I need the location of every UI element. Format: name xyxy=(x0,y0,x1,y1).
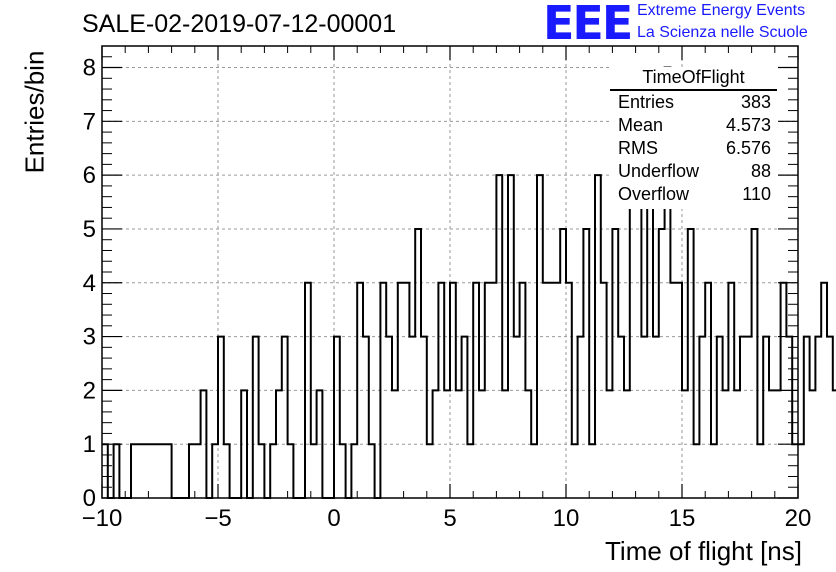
stats-row-entries: Entries 383 xyxy=(618,92,771,115)
y-tick-label: 2 xyxy=(83,377,96,404)
stats-row-rms: RMS 6.576 xyxy=(618,138,771,161)
y-tick-label: 6 xyxy=(83,162,96,189)
tick-labels: −10 −5 0 5 10 15 20 0 1 2 3 4 5 6 7 8 xyxy=(82,55,812,532)
logo-subtitle-line1: Extreme Energy Events xyxy=(637,2,806,19)
stats-row-overflow: Overflow 110 xyxy=(618,184,771,207)
y-tick-label: 8 xyxy=(83,55,96,82)
stats-row-underflow: Underflow 88 xyxy=(618,161,771,184)
x-tick-label: 5 xyxy=(443,505,456,532)
stats-separator xyxy=(610,89,777,91)
stats-key: Mean xyxy=(618,115,664,135)
x-tick-label: 10 xyxy=(553,505,580,532)
x-axis-label: Time of flight [ns] xyxy=(605,536,802,566)
logo-subtitle-line2: La Scienza nelle Scuole xyxy=(637,24,808,41)
eee-logo: EEE xyxy=(543,0,633,50)
x-tick-label: −5 xyxy=(204,505,231,532)
stats-key: Underflow xyxy=(618,161,700,181)
y-tick-label: 5 xyxy=(83,216,96,243)
stats-key: RMS xyxy=(618,138,658,158)
stats-value: 110 xyxy=(742,184,771,204)
y-tick-label: 3 xyxy=(83,324,96,351)
x-tick-label: 20 xyxy=(785,505,812,532)
stats-box: TimeOfFlight Entries 383 Mean 4.573 RMS … xyxy=(610,67,777,209)
y-tick-label: 7 xyxy=(83,108,96,135)
stats-key: Overflow xyxy=(618,184,690,204)
stats-value: 383 xyxy=(740,92,771,112)
stats-value: 4.573 xyxy=(725,115,771,135)
plot-title: SALE-02-2019-07-12-00001 xyxy=(82,10,397,38)
histogram-line xyxy=(102,66,836,499)
x-tick-label: 0 xyxy=(327,505,340,532)
x-tick-label: 15 xyxy=(669,505,696,532)
stats-title: TimeOfFlight xyxy=(642,67,745,87)
stats-key: Entries xyxy=(618,92,675,112)
y-axis-label: Entries/bin xyxy=(19,50,50,174)
axis-ticks xyxy=(101,46,799,499)
y-tick-label: 1 xyxy=(83,431,96,458)
stats-value: 88 xyxy=(750,161,771,181)
y-tick-label: 0 xyxy=(83,485,96,512)
stats-value: 6.576 xyxy=(725,138,771,158)
stats-row-mean: Mean 4.573 xyxy=(618,115,771,138)
y-tick-label: 4 xyxy=(83,270,96,297)
x-tick-label: −10 xyxy=(82,505,123,532)
